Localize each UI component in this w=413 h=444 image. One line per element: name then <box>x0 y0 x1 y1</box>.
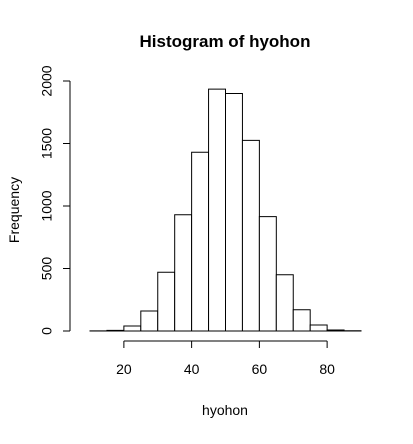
x-tick-label: 80 <box>319 361 335 377</box>
y-tick-label: 1500 <box>39 128 55 159</box>
x-axis: 20 40 60 80 <box>116 341 335 377</box>
x-tick-label: 40 <box>184 361 200 377</box>
x-axis-label: hyohon <box>202 402 248 418</box>
histogram-bar <box>242 140 259 331</box>
histogram-bar <box>209 89 226 331</box>
chart-title: Histogram of hyohon <box>140 32 311 51</box>
histogram-bar <box>124 326 141 331</box>
histogram-bar <box>141 311 158 331</box>
y-tick-label: 2000 <box>39 65 55 96</box>
x-tick-label: 20 <box>116 361 132 377</box>
histogram-bar <box>276 275 293 331</box>
histogram-bar <box>175 215 192 331</box>
histogram-bar <box>293 310 310 331</box>
y-tick-label: 1000 <box>39 190 55 221</box>
histogram-bar <box>327 330 344 331</box>
y-axis: 0 500 1000 1500 2000 <box>39 65 70 335</box>
y-tick-label: 0 <box>39 327 55 335</box>
y-axis-label: Frequency <box>6 177 22 243</box>
histogram-bar <box>192 152 209 331</box>
histogram-bar <box>107 330 124 331</box>
histogram-bar <box>226 94 243 332</box>
x-tick-label: 60 <box>252 361 268 377</box>
histogram-bar <box>310 325 327 331</box>
y-tick-label: 500 <box>39 257 55 281</box>
histogram-bar <box>158 272 175 331</box>
histogram-bars <box>90 89 361 331</box>
histogram-bar <box>259 217 276 331</box>
